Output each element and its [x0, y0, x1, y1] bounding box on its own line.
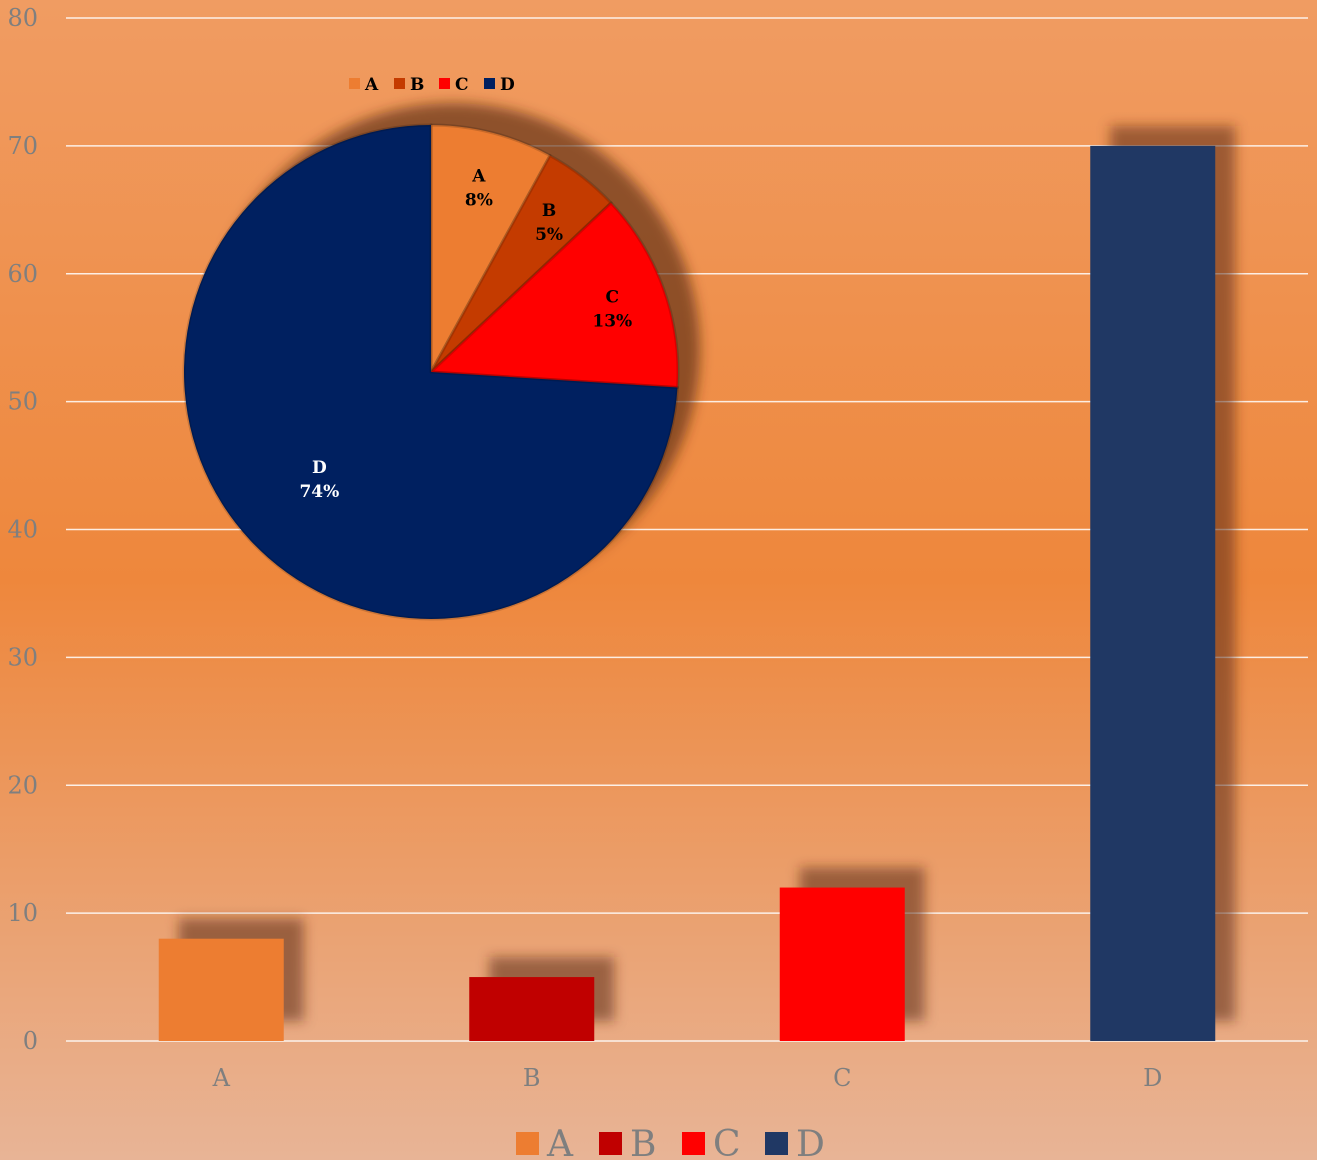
x-tick-label: C: [833, 1064, 851, 1092]
bar-d: [1090, 145, 1216, 1041]
pie-percent-label: 74%: [299, 482, 339, 502]
legend-label: D: [796, 1124, 825, 1160]
pie-slices: [182, 103, 700, 621]
x-tick-label: A: [212, 1064, 231, 1092]
bar-c: [779, 887, 905, 1041]
pie-slice-d: [182, 123, 680, 621]
legend-swatch: [765, 1132, 788, 1155]
pie-slice-a: [429, 123, 552, 374]
y-tick-label: 30: [7, 643, 38, 671]
bar-a: [158, 938, 284, 1041]
y-tick-label: 60: [7, 260, 38, 288]
pie-category-label: B: [542, 201, 556, 221]
pie-category-label: A: [471, 166, 486, 186]
y-tick-label: 20: [7, 771, 38, 799]
legend-label: A: [546, 1124, 574, 1160]
pie-slice-b: [429, 154, 613, 374]
legend-label: B: [630, 1124, 656, 1160]
legend-swatch: [682, 1132, 705, 1155]
x-axis-ticks: A B C D: [212, 1064, 1163, 1092]
pie-category-label: C: [606, 288, 620, 308]
bars: [158, 125, 1236, 1041]
y-axis-ticks: 0 10 20 30 40 50 60 70 80: [7, 4, 38, 1055]
pie-legend-swatch: [349, 78, 360, 89]
bar-legend: A B C D: [516, 1124, 825, 1160]
pie-slice-c: [429, 201, 680, 390]
legend-swatch: [599, 1132, 622, 1155]
pie-legend-swatch: [484, 78, 495, 89]
y-tick-label: 10: [7, 899, 38, 927]
pie-legend-swatch: [439, 78, 450, 89]
y-tick-label: 70: [7, 132, 38, 160]
y-tick-label: 80: [7, 4, 38, 32]
pie-labels: A 8% B 5% C 13% D 74%: [299, 166, 632, 501]
y-tick-label: 50: [7, 388, 38, 416]
bar-b: [469, 977, 595, 1041]
y-tick-label: 40: [7, 516, 38, 544]
pie-legend: A B C D: [349, 75, 515, 95]
pie-legend-swatch: [394, 78, 405, 89]
pie-legend-label: C: [455, 75, 469, 95]
pie-legend-label: D: [500, 75, 515, 95]
y-tick-label: 0: [23, 1027, 38, 1055]
x-tick-label: D: [1143, 1064, 1162, 1092]
legend-label: C: [713, 1124, 741, 1160]
pie-percent-label: 13%: [592, 312, 632, 332]
pie-category-label: D: [312, 458, 327, 478]
legend-swatch: [516, 1132, 539, 1155]
pie-percent-label: 8%: [465, 190, 493, 210]
pie-percent-label: 5%: [535, 225, 563, 245]
pie-legend-label: A: [364, 75, 379, 95]
pie-legend-label: B: [410, 75, 424, 95]
x-tick-label: B: [523, 1064, 541, 1092]
